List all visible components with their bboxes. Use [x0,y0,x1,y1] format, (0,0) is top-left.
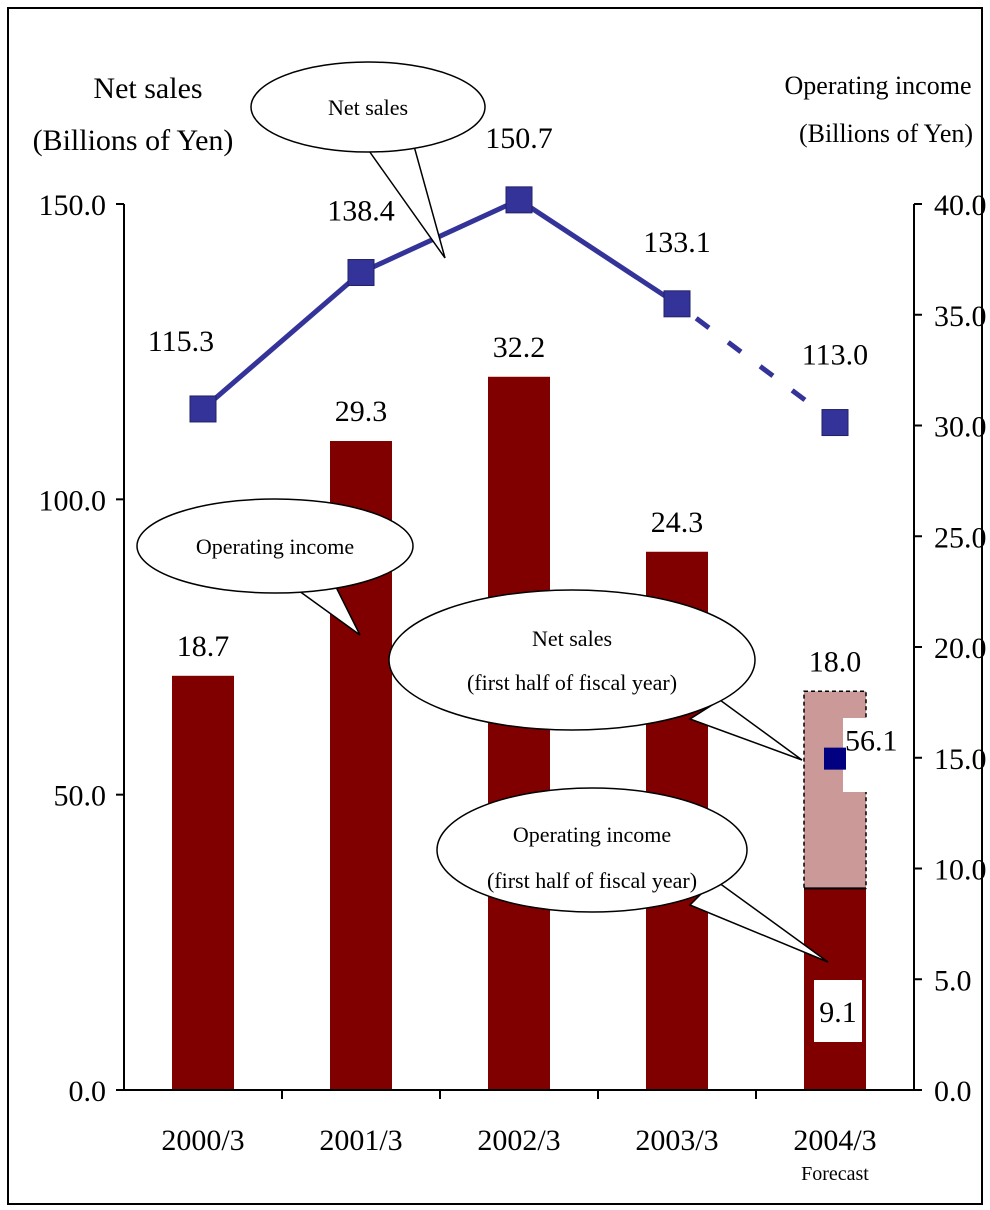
right-tick-label: 0.0 [934,1075,972,1108]
net-sales-label-2002/3: 150.7 [485,122,553,155]
right-tick-label: 10.0 [934,854,987,887]
oi-label-2002/3: 32.2 [493,331,546,364]
net-sales-marker-2001/3 [347,259,375,287]
callout-operating-income-ellipse [136,498,414,594]
callout-net-sales-ellipse [250,61,486,153]
callout-oi-half-text-2: (first half of fiscal year) [487,868,697,893]
x-tick-label-2003/3: 2003/3 [635,1124,718,1157]
oi-half-label: 9.1 [819,996,857,1029]
oi-bar-2000/3 [172,675,234,1090]
oi-label-2001/3: 29.3 [335,395,388,428]
right-tick-label: 25.0 [934,521,987,554]
x-tick-label-2002/3: 2002/3 [477,1124,560,1157]
oi-bar-2002/3 [488,376,550,1090]
right-tick-label: 30.0 [934,411,987,444]
ns-half-label-bg [843,718,869,792]
oi-label-2000/3: 18.7 [177,630,230,663]
net-sales-label-2001/3: 138.4 [327,195,395,228]
callouts: Net sales Operating income Net sales (first… [136,61,829,963]
callout-ns-half: Net sales (first half of fiscal year) [388,589,803,761]
callout-ns-half-tail [688,699,803,761]
callout-oi-half: Operating income (first half of fiscal ye… [436,787,829,963]
data-labels: 115.3 138.4 150.7 133.1 113.0 18.7 29.3 32.2 24.… [148,122,898,1042]
right-axis-title-line1: Operating income [785,71,972,100]
callout-ns-half-text-1: Net sales [532,626,612,651]
net-sales-marker-2003/3 [663,290,691,318]
net-sales-series [189,186,849,437]
right-tick-label: 5.0 [934,964,972,997]
left-axis-title-line1: Net sales [93,72,202,105]
net-sales-segment [201,270,363,411]
right-tick-label: 20.0 [934,632,987,665]
callout-oi-half-text-1: Operating income [513,822,671,847]
x-tick-label-2004/3: 2004/3 [793,1124,876,1157]
oi-half-label-bg [814,980,862,1042]
right-tick-label: 40.0 [934,189,987,222]
axes: 0.0 50.0 100.0 150.0 0.0 5.0 10.0 15.0 20.0 25.0 3… [39,189,987,1185]
left-tick-label: 150.0 [39,189,107,222]
ns-half-marker [824,747,846,770]
callout-net-sales: Net sales [250,61,486,259]
callout-operating-income-text-1: Operating income [196,534,354,559]
oi-label-2004/3: 18.0 [809,645,862,678]
right-tick-label: 35.0 [934,300,987,333]
left-tick-label: 0.0 [69,1075,107,1108]
left-tick-label: 50.0 [54,780,107,813]
callout-ns-half-ellipse [388,589,756,731]
right-tick-label: 15.0 [934,743,987,776]
right-axis-title-line2: (Billions of Yen) [799,119,973,148]
net-sales-marker-2000/3 [189,395,217,423]
net-sales-label-2003/3: 133.1 [643,226,711,259]
x-tick-note-forecast: Forecast [801,1163,869,1185]
left-tick-label: 100.0 [39,484,107,517]
left-axis-title-line2: (Billions of Yen) [33,124,234,157]
net-sales-marker-2002/3 [505,186,533,214]
net-sales-segment [517,197,679,306]
net-sales-label-2004/3: 113.0 [802,339,868,372]
net-sales-label-2000/3: 115.3 [148,325,214,358]
callout-operating-income: Operating income [136,498,414,636]
x-tick-label-2001/3: 2001/3 [319,1124,402,1157]
oi-label-2003/3: 24.3 [651,506,704,539]
ns-half-label: 56.1 [845,725,898,758]
net-sales-segment [359,197,521,275]
net-sales-marker-2004/3 [821,409,849,437]
callout-net-sales-text-1: Net sales [328,95,408,120]
x-tick-label-2000/3: 2000/3 [161,1124,244,1157]
net-sales-forecast-segment [675,301,837,425]
callout-ns-half-text-2: (first half of fiscal year) [467,670,677,695]
callout-oi-half-ellipse [436,787,748,913]
